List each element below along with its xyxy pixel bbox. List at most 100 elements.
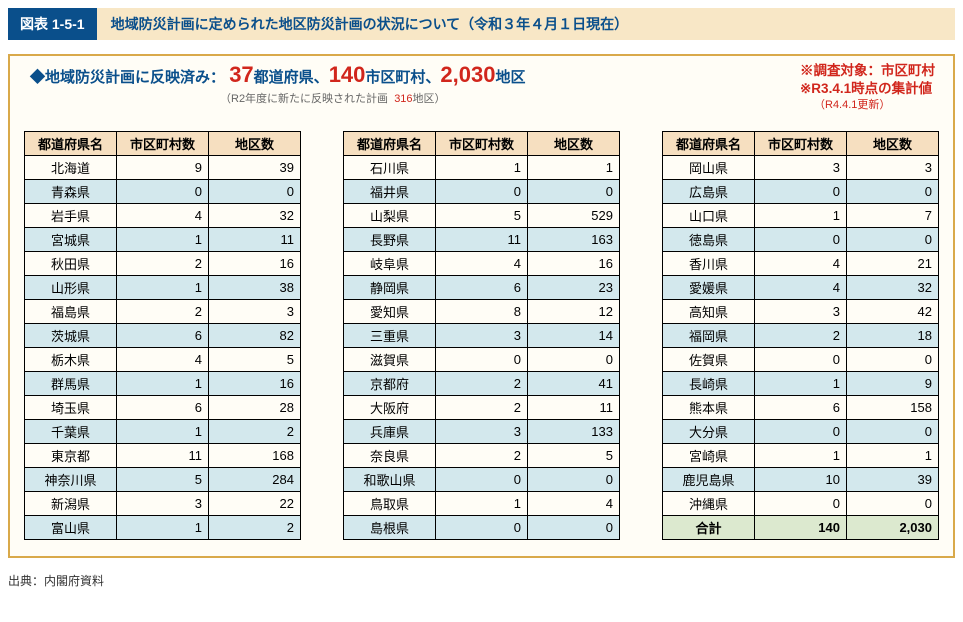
banner: 図表 1-5-1 地域防災計画に定められた地区防災計画の状況について（令和３年４… [8,8,955,40]
summary-v1: 37 [229,62,253,87]
table-row: 大分県00 [663,420,939,444]
table-row: 広島県00 [663,180,939,204]
cell-pref: 山梨県 [344,204,436,228]
cell-muni: 3 [755,156,847,180]
cell-pref: 福島県 [25,300,117,324]
content-box: ◆地域防災計画に反映済み： 37都道府県、140市区町村、2,030地区 （R2… [8,54,955,558]
cell-muni: 9 [117,156,209,180]
cell-muni: 6 [436,276,528,300]
cell-muni: 1 [755,444,847,468]
total-row: 合計1402,030 [663,516,939,540]
table-row: 富山県12 [25,516,301,540]
right-line-2: ※R3.4.1時点の集計値 [800,80,935,98]
cell-muni: 1 [117,372,209,396]
cell-pref: 茨城県 [25,324,117,348]
cell-pref: 愛媛県 [663,276,755,300]
table-row: 愛知県812 [344,300,620,324]
cell-pref: 佐賀県 [663,348,755,372]
cell-dist: 158 [847,396,939,420]
cell-muni: 2 [436,372,528,396]
subnote-b: 316 [391,93,412,105]
cell-dist: 39 [209,156,301,180]
cell-muni: 11 [436,228,528,252]
cell-dist: 32 [847,276,939,300]
th-pref: 都道府県名 [344,132,436,156]
th-pref: 都道府県名 [663,132,755,156]
cell-pref: 栃木県 [25,348,117,372]
cell-pref: 長崎県 [663,372,755,396]
cell-dist: 2 [209,420,301,444]
cell-dist: 16 [209,252,301,276]
cell-muni: 0 [436,516,528,540]
table-row: 埼玉県628 [25,396,301,420]
cell-pref: 鹿児島県 [663,468,755,492]
table-row: 佐賀県00 [663,348,939,372]
cell-muni: 0 [755,228,847,252]
summary-row: ◆地域防災計画に反映済み： 37都道府県、140市区町村、2,030地区 （R2… [10,56,953,131]
cell-pref: 福岡県 [663,324,755,348]
cell-dist: 0 [528,180,620,204]
cell-pref: 群馬県 [25,372,117,396]
cell-muni: 6 [117,396,209,420]
cell-dist: 1 [847,444,939,468]
cell-dist: 28 [209,396,301,420]
cell-pref: 沖縄県 [663,492,755,516]
th-dist: 地区数 [209,132,301,156]
cell-dist: 41 [528,372,620,396]
cell-dist: 21 [847,252,939,276]
cell-dist: 11 [528,396,620,420]
table-row: 福岡県218 [663,324,939,348]
cell-dist: 2 [209,516,301,540]
summary-right: ※調査対象：市区町村 ※R3.4.1時点の集計値 （R4.4.1更新） [800,62,935,113]
cell-muni: 0 [755,180,847,204]
cell-pref: 三重県 [344,324,436,348]
cell-pref: 福井県 [344,180,436,204]
table-row: 和歌山県00 [344,468,620,492]
cell-muni: 1 [117,276,209,300]
cell-dist: 0 [847,348,939,372]
cell-dist: 0 [847,228,939,252]
cell-pref: 岐阜県 [344,252,436,276]
cell-dist: 1 [528,156,620,180]
total-dist: 2,030 [847,516,939,540]
table-row: 千葉県12 [25,420,301,444]
cell-dist: 23 [528,276,620,300]
cell-dist: 16 [528,252,620,276]
cell-muni: 2 [117,300,209,324]
cell-dist: 0 [847,420,939,444]
th-dist: 地区数 [847,132,939,156]
th-pref: 都道府県名 [25,132,117,156]
cell-dist: 3 [847,156,939,180]
cell-pref: 島根県 [344,516,436,540]
cell-dist: 4 [528,492,620,516]
cell-pref: 滋賀県 [344,348,436,372]
cell-dist: 0 [847,492,939,516]
table-row: 島根県00 [344,516,620,540]
cell-dist: 5 [528,444,620,468]
cell-muni: 4 [755,276,847,300]
cell-muni: 6 [117,324,209,348]
cell-pref: 山口県 [663,204,755,228]
cell-dist: 0 [528,516,620,540]
cell-muni: 3 [117,492,209,516]
cell-muni: 2 [755,324,847,348]
cell-dist: 38 [209,276,301,300]
cell-muni: 4 [117,204,209,228]
right-line-1: ※調査対象：市区町村 [800,62,935,80]
cell-muni: 1 [117,228,209,252]
cell-muni: 3 [436,420,528,444]
cell-dist: 12 [528,300,620,324]
cell-pref: 北海道 [25,156,117,180]
cell-dist: 529 [528,204,620,228]
cell-dist: 7 [847,204,939,228]
cell-pref: 富山県 [25,516,117,540]
summary-left: ◆地域防災計画に反映済み： 37都道府県、140市区町村、2,030地区 （R2… [30,62,526,113]
table-row: 鹿児島県1039 [663,468,939,492]
table-row: 大阪府211 [344,396,620,420]
source-note: 出典：内閣府資料 [8,572,955,589]
cell-pref: 京都府 [344,372,436,396]
cell-pref: 千葉県 [25,420,117,444]
table-row: 熊本県6158 [663,396,939,420]
cell-pref: 鳥取県 [344,492,436,516]
cell-pref: 熊本県 [663,396,755,420]
